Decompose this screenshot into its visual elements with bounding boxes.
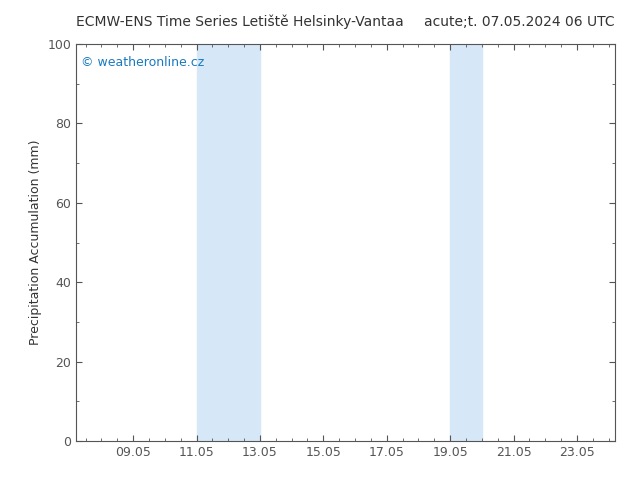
Text: acute;t. 07.05.2024 06 UTC: acute;t. 07.05.2024 06 UTC [424,15,615,29]
Y-axis label: Precipitation Accumulation (mm): Precipitation Accumulation (mm) [29,140,42,345]
Text: © weatheronline.cz: © weatheronline.cz [81,56,205,69]
Bar [450,44,482,441]
Bar [197,44,260,441]
Text: ECMW-ENS Time Series Letiště Helsinky-Vantaa: ECMW-ENS Time Series Letiště Helsinky-Va… [76,15,404,29]
